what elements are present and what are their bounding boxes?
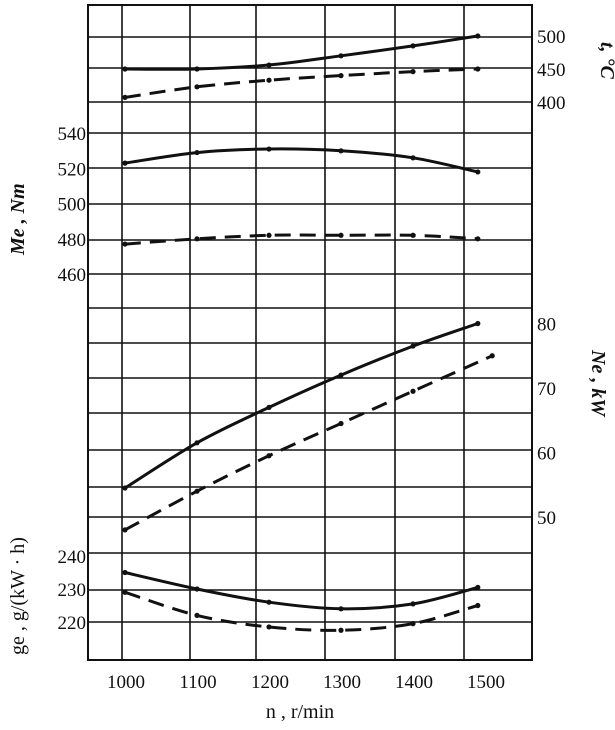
temperature-axis-label: t, °C	[596, 42, 615, 80]
torque-tick-label: 500	[58, 195, 87, 216]
torque-point	[410, 155, 416, 161]
chart-grid	[87, 4, 533, 661]
temperature-point	[122, 94, 128, 100]
power-tick-label: 50	[537, 508, 556, 529]
power-point	[194, 488, 200, 494]
power-point	[410, 388, 416, 394]
temperature-point	[122, 66, 128, 72]
power-tick-label: 80	[537, 315, 556, 336]
temperature-point	[194, 66, 200, 72]
x-tick-label: 1500	[467, 672, 505, 693]
torque-point	[410, 232, 416, 238]
temperature-point	[266, 77, 272, 83]
torque-point	[475, 236, 481, 242]
power-tick-label: 70	[537, 379, 556, 400]
temperature-tick-label: 400	[537, 93, 566, 114]
torque-point	[338, 232, 344, 238]
torque-dashed-curve	[124, 233, 478, 246]
x-tick-label: 1000	[107, 672, 145, 693]
torque-tick-label: 460	[58, 265, 87, 286]
power-point	[266, 404, 272, 410]
torque-tick-label: 520	[58, 159, 87, 180]
x-tick-label: 1300	[323, 672, 361, 693]
plot-frame	[87, 4, 533, 661]
torque-point	[475, 169, 481, 175]
torque-point	[194, 236, 200, 242]
fuel-consumption-solid-curve	[124, 571, 479, 611]
fuel-consumption-point	[194, 612, 200, 619]
temperature-solid-curve	[124, 34, 479, 71]
torque-point	[194, 149, 200, 156]
power-point	[475, 320, 481, 327]
power-dashed-curve	[124, 354, 493, 532]
power-point	[266, 453, 272, 459]
power-point	[194, 440, 200, 446]
temperature-point	[194, 84, 200, 90]
x-tick-label: 1200	[251, 672, 289, 693]
temperature-point	[266, 62, 272, 68]
torque-point	[266, 232, 272, 238]
temperature-point	[338, 53, 344, 59]
power-point	[338, 372, 344, 378]
torque-point	[266, 146, 272, 152]
temperature-point	[410, 43, 416, 49]
chart-ticks: 400 450 500 460 480 500 520 540 50 60 70 80 220 230 24…	[58, 27, 566, 693]
torque-point	[338, 148, 344, 154]
power-point	[338, 420, 344, 427]
temperature-point	[338, 73, 344, 79]
temperature-point	[410, 69, 416, 75]
temperature-point	[475, 33, 481, 39]
temperature-dashed-curve	[124, 67, 478, 99]
temperature-tick-label: 500	[537, 27, 566, 48]
torque-tick-label: 540	[58, 124, 87, 145]
fuel-consumption-point	[410, 601, 416, 607]
chart-curves	[122, 33, 495, 633]
power-axis-label: Ne , kW	[587, 349, 609, 417]
power-point	[410, 343, 416, 349]
fuel-consumption-point	[475, 602, 481, 609]
x-tick-label: 1100	[179, 672, 216, 693]
fuel-consumption-dashed-curve	[124, 590, 479, 632]
power-point	[489, 353, 495, 359]
torque-point	[122, 241, 128, 247]
fuel-consumption-tick-label: 230	[58, 580, 87, 601]
power-solid-curve	[124, 322, 479, 490]
power-point	[122, 527, 128, 533]
fuel-consumption-point	[338, 606, 344, 612]
fuel-consumption-point	[266, 624, 272, 630]
power-point	[122, 485, 128, 491]
fuel-consumption-point	[475, 584, 481, 590]
fuel-consumption-point	[266, 599, 272, 605]
x-axis-label: n , r/min	[266, 701, 334, 723]
fuel-consumption-tick-label: 220	[58, 613, 87, 634]
fuel-consumption-point	[122, 569, 128, 576]
x-tick-label: 1400	[395, 672, 433, 693]
fuel-axis-label: ge , g/(kW · h)	[7, 537, 29, 655]
fuel-consumption-point	[410, 621, 416, 627]
torque-solid-curve	[124, 147, 479, 174]
fuel-consumption-tick-label: 240	[58, 547, 87, 568]
fuel-consumption-point	[194, 586, 200, 592]
fuel-consumption-point	[122, 589, 128, 595]
temperature-point	[475, 66, 481, 72]
torque-tick-label: 480	[58, 230, 87, 251]
torque-point	[122, 160, 128, 166]
fuel-consumption-point	[338, 627, 344, 633]
temperature-tick-label: 450	[537, 60, 566, 81]
power-tick-label: 60	[537, 444, 556, 465]
torque-axis-label: Me , Nm	[7, 183, 29, 256]
